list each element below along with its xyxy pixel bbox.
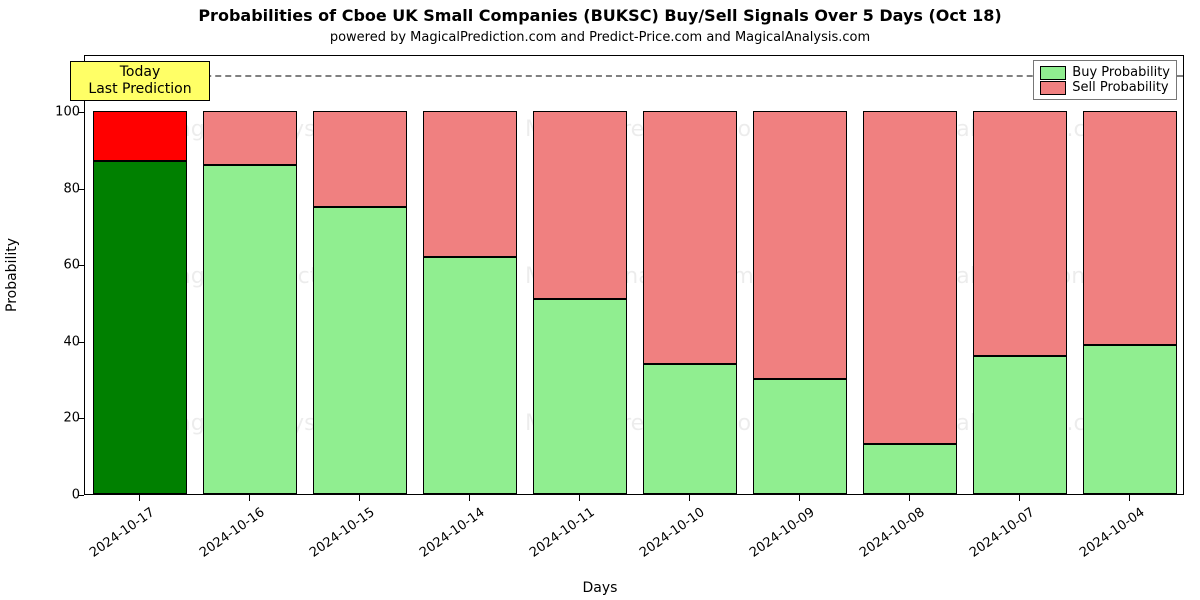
xtick-mark [1019,495,1020,501]
ytick-label: 40 [30,334,80,349]
bar-sell-segment [533,111,628,298]
legend-item-buy: Buy Probability [1040,65,1170,80]
today-annotation: Today Last Prediction [70,61,210,101]
xtick-mark [909,495,910,501]
bar-slot [203,54,298,494]
bar-buy-segment [753,379,848,494]
xtick-label: 2024-10-11 [507,505,598,575]
xtick-label: 2024-10-15 [287,505,378,575]
bar-sell-segment [93,111,188,161]
ytick-label: 0 [30,488,80,503]
legend-swatch-buy [1040,66,1066,80]
ytick-mark [78,495,84,496]
chart-subtitle: powered by MagicalPrediction.com and Pre… [0,30,1200,45]
bar-buy-segment [643,364,738,494]
xtick-label: 2024-10-10 [617,505,708,575]
bar-slot [533,54,628,494]
legend-label-buy: Buy Probability [1072,65,1170,80]
bar-sell-segment [643,111,738,364]
bar-sell-segment [753,111,848,379]
ytick-label: 100 [30,105,80,120]
bar-slot [973,54,1068,494]
bar-sell-segment [203,111,298,165]
bar-buy-segment [533,299,628,494]
bar-buy-segment [1083,345,1178,494]
xtick-mark [799,495,800,501]
x-axis-label: Days [0,580,1200,596]
xtick-mark [139,495,140,501]
bar-sell-segment [1083,111,1178,344]
bar-buy-segment [313,207,408,494]
bar-sell-segment [423,111,518,256]
bar-buy-segment [423,257,518,494]
xtick-mark [579,495,580,501]
legend-label-sell: Sell Probability [1072,80,1168,95]
chart-root: Probabilities of Cboe UK Small Companies… [0,0,1200,600]
bar-sell-segment [973,111,1068,356]
xtick-label: 2024-10-14 [397,505,488,575]
bar-slot [1083,54,1178,494]
bar-buy-segment [973,356,1068,494]
chart-title: Probabilities of Cboe UK Small Companies… [0,6,1200,25]
xtick-label: 2024-10-09 [727,505,818,575]
bar-slot [93,54,188,494]
bar-buy-segment [863,444,958,494]
xtick-label: 2024-10-04 [1057,505,1148,575]
annotation-line2: Last Prediction [71,81,209,98]
xtick-mark [689,495,690,501]
xtick-mark [1129,495,1130,501]
bar-slot [313,54,408,494]
xtick-label: 2024-10-17 [67,505,158,575]
ytick-label: 80 [30,181,80,196]
ytick-label: 60 [30,258,80,273]
plot-area: MagicalAnalysis.comMagicalPrediction.com… [84,55,1184,495]
legend: Buy Probability Sell Probability [1033,60,1177,100]
bar-slot [423,54,518,494]
bar-buy-segment [93,161,188,494]
xtick-label: 2024-10-07 [947,505,1038,575]
legend-swatch-sell [1040,81,1066,95]
bar-sell-segment [313,111,408,207]
xtick-mark [469,495,470,501]
bar-slot [863,54,958,494]
xtick-mark [249,495,250,501]
bar-buy-segment [203,165,298,494]
xtick-label: 2024-10-16 [177,505,268,575]
xtick-label: 2024-10-08 [837,505,928,575]
bar-slot [753,54,848,494]
bar-slot [643,54,738,494]
xtick-mark [359,495,360,501]
y-axis-label: Probability [4,238,20,312]
legend-item-sell: Sell Probability [1040,80,1170,95]
ytick-label: 20 [30,411,80,426]
annotation-line1: Today [71,64,209,81]
bar-sell-segment [863,111,958,444]
